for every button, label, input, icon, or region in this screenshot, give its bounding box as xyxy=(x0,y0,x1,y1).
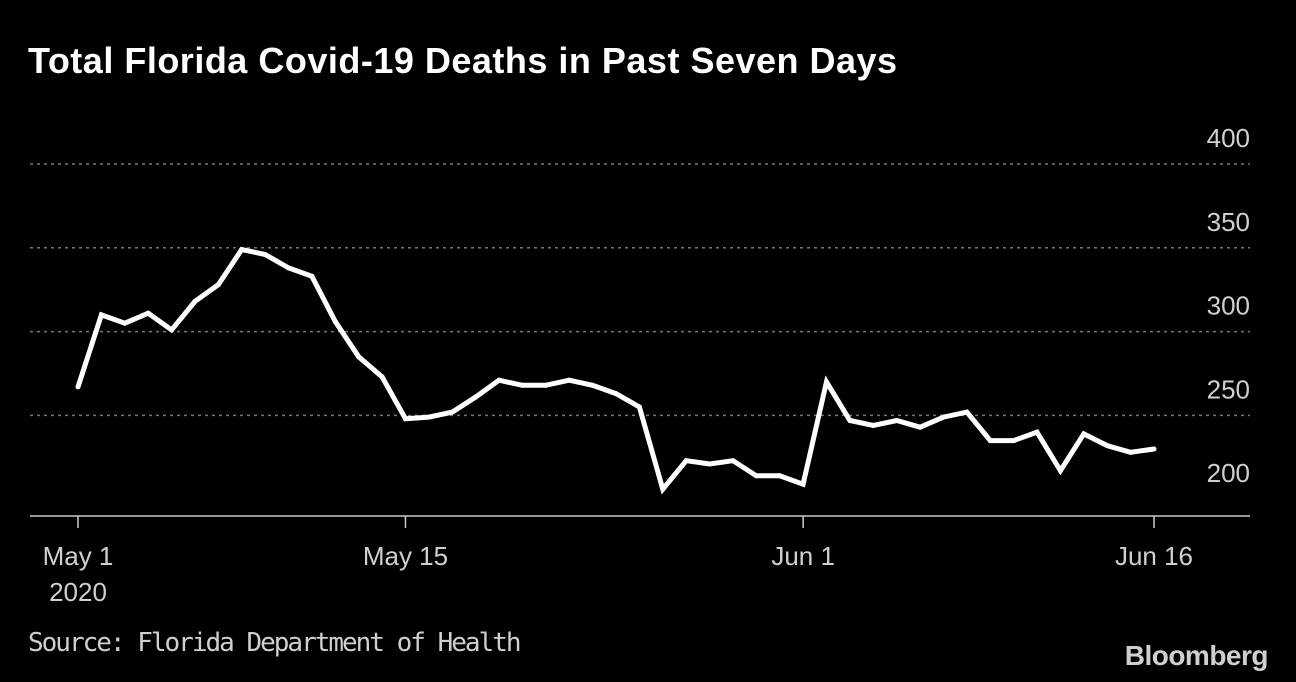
data-point-2020-05-05 xyxy=(169,327,175,333)
data-point-2020-05-26 xyxy=(660,486,666,492)
data-point-2020-05-24 xyxy=(613,391,619,397)
data-point-2020-05-22 xyxy=(566,377,572,383)
x-tick-label: May 15 xyxy=(363,541,448,571)
data-points xyxy=(75,247,1157,492)
data-point-2020-06-16 xyxy=(1151,446,1157,452)
x-tick-label: May 1 xyxy=(43,541,114,571)
chart-title: Total Florida Covid-19 Deaths in Past Se… xyxy=(28,40,898,81)
data-point-2020-06-08 xyxy=(964,409,970,415)
data-point-2020-05-29 xyxy=(730,458,736,464)
series-line xyxy=(75,246,1155,495)
data-point-2020-05-07 xyxy=(215,282,221,288)
data-point-2020-05-13 xyxy=(356,354,362,360)
data-point-2020-05-30 xyxy=(753,473,759,479)
x-axis-ticks: May 1 2020 May 15 Jun 1 Jun 16 xyxy=(43,516,1193,607)
data-point-2020-06-12 xyxy=(1057,468,1063,474)
source-note: Source: Florida Department of Health xyxy=(28,628,522,658)
data-point-2020-06-07 xyxy=(941,414,946,420)
data-point-2020-05-14 xyxy=(379,374,385,380)
y-tick-label: 250 xyxy=(1207,374,1250,404)
data-point-2020-06-14 xyxy=(1104,443,1110,449)
y-tick-label: 350 xyxy=(1207,207,1250,237)
data-point-2020-06-06 xyxy=(917,424,923,430)
y-tick-label: 200 xyxy=(1207,458,1250,488)
data-point-2020-06-09 xyxy=(987,438,993,444)
data-point-2020-05-11 xyxy=(309,273,315,279)
data-point-2020-05-15 xyxy=(403,416,408,422)
data-point-2020-05-27 xyxy=(683,458,689,464)
data-point-2020-06-03 xyxy=(847,418,853,423)
y-tick-label: 400 xyxy=(1207,123,1250,153)
data-point-2020-05-08 xyxy=(239,247,245,252)
data-point-2020-05-21 xyxy=(543,382,549,388)
x-tick-sublabel: 2020 xyxy=(49,577,107,607)
data-point-2020-05-25 xyxy=(636,404,642,410)
data-point-2020-06-02 xyxy=(824,379,829,385)
data-point-2020-05-17 xyxy=(449,409,455,415)
data-point-2020-05-31 xyxy=(777,473,783,479)
brand-logo: Bloomberg xyxy=(1124,640,1269,671)
x-tick-label: Jun 16 xyxy=(1115,541,1193,571)
data-point-2020-05-04 xyxy=(145,310,151,316)
gridlines xyxy=(30,163,1250,417)
data-point-2020-05-02 xyxy=(98,312,104,318)
data-point-2020-06-15 xyxy=(1128,449,1134,455)
data-point-2020-05-28 xyxy=(707,461,713,467)
data-point-2020-05-12 xyxy=(332,319,338,325)
data-point-2020-06-13 xyxy=(1081,431,1087,437)
data-point-2020-06-10 xyxy=(1011,438,1017,444)
data-point-2020-05-06 xyxy=(192,298,198,304)
data-point-2020-05-01 xyxy=(75,384,81,390)
data-point-2020-05-23 xyxy=(590,382,596,388)
y-axis-ticks: 200 250 300 350 400 xyxy=(1207,123,1250,488)
data-point-2020-05-19 xyxy=(496,377,502,383)
y-tick-label: 300 xyxy=(1207,291,1250,321)
x-tick-label: Jun 1 xyxy=(771,541,835,571)
data-point-2020-06-11 xyxy=(1034,429,1040,435)
data-point-2020-05-09 xyxy=(262,252,268,257)
data-point-2020-05-10 xyxy=(286,265,291,271)
data-point-2020-06-05 xyxy=(894,418,900,423)
data-point-2020-05-16 xyxy=(426,414,432,420)
data-point-2020-05-18 xyxy=(473,394,479,400)
data-point-2020-05-03 xyxy=(122,320,128,326)
data-point-2020-05-20 xyxy=(519,382,525,388)
data-point-2020-06-01 xyxy=(800,481,806,487)
data-point-2020-06-04 xyxy=(870,423,876,428)
